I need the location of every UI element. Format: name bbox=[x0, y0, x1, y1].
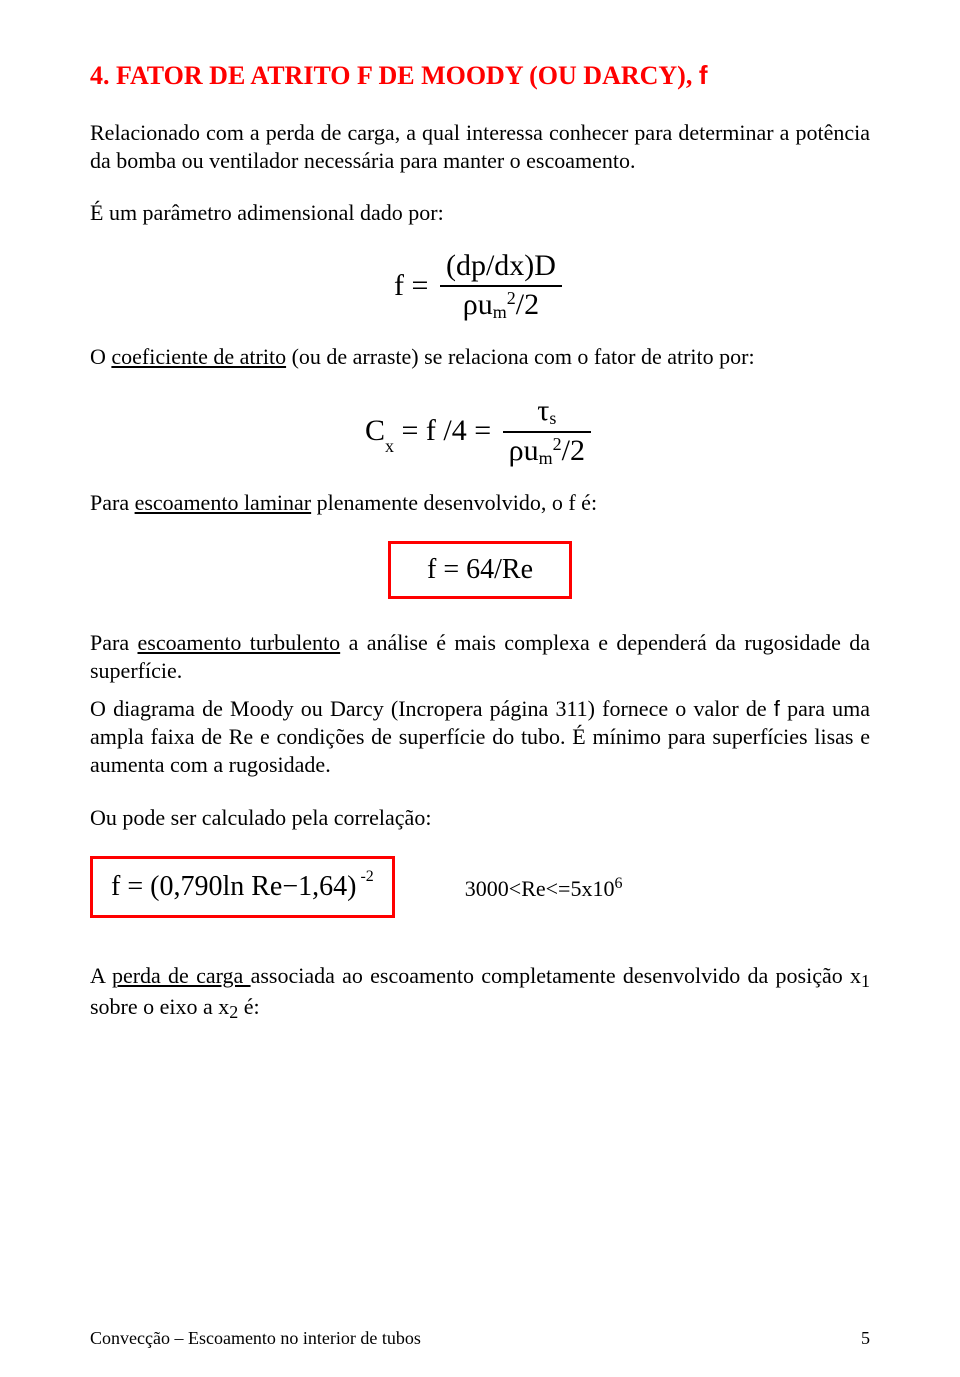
p6-a: O diagrama de Moody ou Darcy (Incropera … bbox=[90, 696, 774, 721]
p3-b: coeficiente de atrito bbox=[111, 344, 286, 369]
eq2-xsub: x bbox=[385, 436, 394, 456]
eq1-den-tail: /2 bbox=[516, 288, 539, 321]
eq2-tau-sub: s bbox=[549, 408, 556, 428]
red-box-laminar: f = 64/Re bbox=[388, 541, 572, 599]
eq1-denominator: ρum2/2 bbox=[440, 287, 562, 321]
eq3-text: f = 64/Re bbox=[427, 554, 533, 585]
p8-a: A bbox=[90, 963, 112, 988]
eq2-den-tail: /2 bbox=[562, 434, 585, 467]
p4-c: plenamente desenvolvido, o f é: bbox=[311, 490, 597, 515]
footer-page-number: 5 bbox=[861, 1328, 870, 1349]
p3-a: O bbox=[90, 344, 111, 369]
page-container: 4. FATOR DE ATRITO F DE MOODY (OU DARCY)… bbox=[0, 0, 960, 1377]
equation-laminar-box: f = 64/Re bbox=[90, 541, 870, 599]
p8-c: associada ao escoamento completamente de… bbox=[251, 963, 861, 988]
p4-a: Para bbox=[90, 490, 135, 515]
eq2-den-sup: 2 bbox=[553, 434, 562, 454]
eq2-mid: = f /4 = bbox=[394, 414, 499, 447]
eq1-eq: = bbox=[412, 269, 429, 302]
p8-sub1: 1 bbox=[861, 971, 870, 991]
paragraph-coef: O coeficiente de atrito (ou de arraste) … bbox=[90, 343, 870, 371]
red-box-correlation: f = (0,790ln Re−1,64)-2 bbox=[90, 856, 395, 918]
eq4-main: f = (0,790ln Re−1,64) bbox=[111, 871, 356, 902]
p5-b: escoamento turbulento bbox=[138, 630, 341, 655]
p8-sub2: 2 bbox=[229, 1002, 238, 1022]
footer-left: Convecção – Escoamento no interior de tu… bbox=[90, 1328, 421, 1349]
p5-a: Para bbox=[90, 630, 138, 655]
p8-d: sobre o eixo a x bbox=[90, 994, 229, 1019]
equation-cx: Cx = f /4 = τs ρum2/2 bbox=[90, 396, 870, 467]
range-low: 3000 bbox=[465, 876, 509, 901]
eq4-exp: -2 bbox=[360, 868, 373, 885]
correlation-range: 3000<Re<=5x106 bbox=[465, 871, 623, 902]
title-main: 4. FATOR DE ATRITO F DE MOODY (OU DARCY)… bbox=[90, 61, 699, 90]
eq2-tau: τ bbox=[537, 394, 549, 427]
paragraph-intro: Relacionado com a perda de carga, a qual… bbox=[90, 119, 870, 175]
range-mid: Re bbox=[521, 876, 545, 901]
eq1-numerator: (dp/dx)D bbox=[440, 251, 562, 287]
paragraph-correlation-intro: Ou pode ser calculado pela correlação: bbox=[90, 804, 870, 832]
eq2-fraction: τs ρum2/2 bbox=[503, 396, 591, 467]
correlation-row: f = (0,790ln Re−1,64)-2 3000<Re<=5x106 bbox=[90, 856, 870, 918]
page-footer: Convecção – Escoamento no interior de tu… bbox=[90, 1328, 870, 1349]
paragraph-moody: O diagrama de Moody ou Darcy (Incropera … bbox=[90, 695, 870, 779]
range-lt1: < bbox=[509, 876, 521, 901]
range-lt2: <= bbox=[546, 876, 571, 901]
eq2-C: C bbox=[365, 414, 385, 447]
p8-b: perda de carga bbox=[112, 963, 251, 988]
eq2-den-rho-u: ρu bbox=[509, 434, 539, 467]
eq1-fraction: (dp/dx)D ρum2/2 bbox=[440, 251, 562, 321]
eq1-den-rho-u: ρu bbox=[463, 288, 493, 321]
eq2-denominator: ρum2/2 bbox=[503, 433, 591, 467]
paragraph-turbulent: Para escoamento turbulento a análise é m… bbox=[90, 629, 870, 685]
section-title: 4. FATOR DE ATRITO F DE MOODY (OU DARCY)… bbox=[90, 60, 870, 91]
eq2-numerator: τs bbox=[503, 396, 591, 433]
paragraph-pressure-drop: A perda de carga associada ao escoamento… bbox=[90, 962, 870, 1024]
paragraph-laminar: Para escoamento laminar plenamente desen… bbox=[90, 489, 870, 517]
equation-f-definition: f = (dp/dx)D ρum2/2 bbox=[90, 251, 870, 321]
title-symbol: f bbox=[699, 60, 708, 90]
range-hi: 5x10 bbox=[570, 876, 614, 901]
p8-e: é: bbox=[238, 994, 259, 1019]
p4-b: escoamento laminar bbox=[135, 490, 312, 515]
eq2-den-sub: m bbox=[539, 448, 553, 468]
eq1-den-sub: m bbox=[493, 302, 507, 322]
eq1-den-sup: 2 bbox=[507, 288, 516, 308]
eq1-lhs: f bbox=[394, 269, 404, 302]
range-exp: 6 bbox=[614, 875, 622, 892]
p3-c: (ou de arraste) se relaciona com o fator… bbox=[286, 344, 755, 369]
paragraph-param: É um parâmetro adimensional dado por: bbox=[90, 199, 870, 227]
